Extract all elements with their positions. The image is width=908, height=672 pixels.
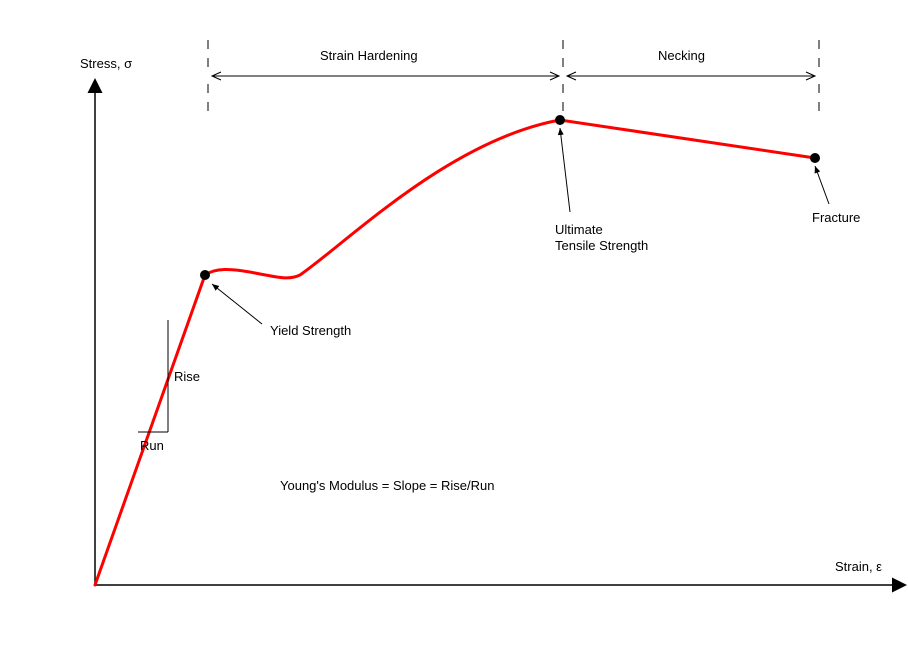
- fracture-label: Fracture: [812, 210, 860, 225]
- ultimate-tensile-label1: Ultimate: [555, 222, 603, 237]
- yield-strength-label: Yield Strength: [270, 323, 351, 338]
- stress-strain-diagram: Stress, σ Strain, ε Strain Hardening Neckin…: [0, 0, 908, 672]
- yield-strength-point: [200, 270, 210, 280]
- rise-label: Rise: [174, 369, 200, 384]
- necking-region-label: Necking: [658, 48, 705, 63]
- ultimate-tensile-arrow: [560, 128, 570, 212]
- youngs-modulus-text: Young's Modulus = Slope = Rise/Run: [280, 478, 494, 493]
- yield-strength-arrow: [212, 284, 262, 324]
- strain-hardening-region-label: Strain Hardening: [320, 48, 418, 63]
- x-axis-label: Strain, ε: [835, 559, 882, 574]
- ultimate-tensile-label2: Tensile Strength: [555, 238, 648, 253]
- stress-strain-curve: [95, 120, 815, 585]
- fracture-point: [810, 153, 820, 163]
- fracture-arrow: [815, 166, 829, 204]
- ultimate-tensile-strength-point: [555, 115, 565, 125]
- run-label: Run: [140, 438, 164, 453]
- y-axis-label: Stress, σ: [80, 56, 132, 71]
